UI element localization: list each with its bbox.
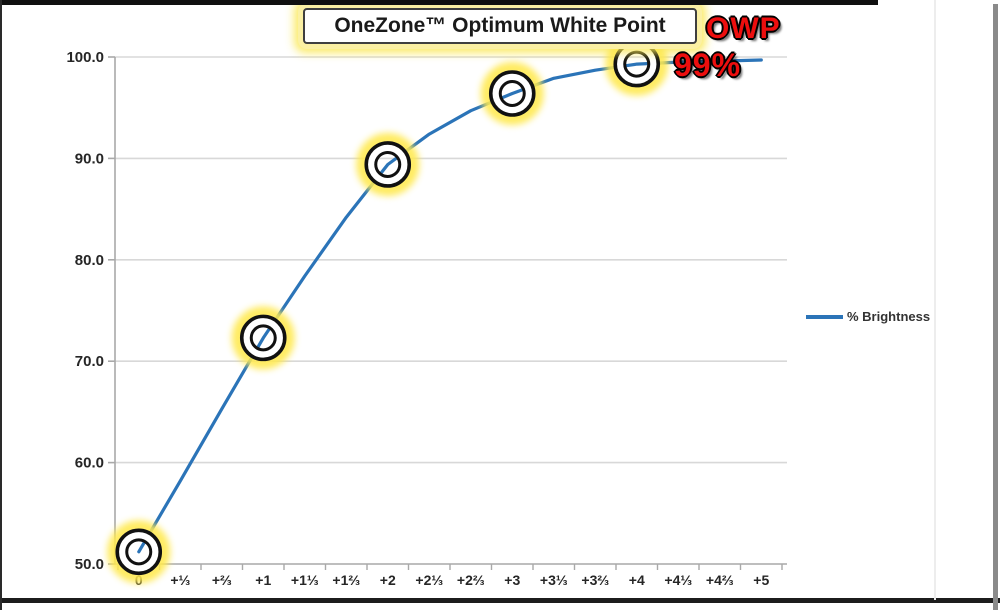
- y-tick-label: 90.0: [75, 150, 104, 167]
- y-tick-label: 100.0: [66, 49, 104, 66]
- highlight-inner-ring: [623, 50, 651, 78]
- x-tick-label: +1: [255, 572, 271, 588]
- highlight-white-band: [491, 72, 534, 115]
- owp-callout-value: 99%: [674, 47, 742, 83]
- x-tick-label: +⅓: [170, 572, 190, 588]
- highlight-white-band: [366, 143, 409, 186]
- x-tick-label: +3⅔: [581, 572, 609, 588]
- legend-label: % Brightness: [847, 309, 931, 324]
- highlight-inner-ring: [249, 324, 277, 352]
- highlight-inner-ring: [498, 80, 526, 108]
- x-tick-label: +5: [753, 572, 769, 588]
- x-tick-label: +4⅓: [664, 572, 692, 588]
- highlight-glow: [356, 132, 420, 196]
- x-tick-label: +3: [504, 572, 520, 588]
- highlight-white-band: [117, 530, 160, 573]
- x-tick-label: +2: [380, 572, 396, 588]
- highlight-outer-ring: [239, 314, 287, 362]
- highlight-glow: [480, 62, 544, 126]
- x-tick-label: +3⅓: [540, 572, 568, 588]
- highlight-outer-ring: [115, 528, 163, 576]
- legend: % Brightness: [806, 309, 930, 324]
- highlight-glow: [107, 520, 171, 584]
- highlight-white-band: [615, 43, 658, 86]
- highlight-inner-ring: [374, 150, 402, 178]
- y-tick-label: 50.0: [75, 556, 104, 573]
- chart-title-box: OneZone™ Optimum White Point: [303, 8, 697, 44]
- x-tick-label: +4⅔: [706, 572, 734, 588]
- owp-callout-label: OWP: [706, 12, 781, 45]
- highlight-outer-ring: [364, 141, 412, 188]
- highlight-inner-ring: [125, 538, 153, 566]
- y-tick-label: 80.0: [75, 252, 104, 269]
- x-tick-label: +⅔: [212, 572, 232, 588]
- y-tick-label: 60.0: [75, 455, 104, 472]
- y-tick-label: 70.0: [75, 353, 104, 370]
- x-tick-label: +4: [629, 572, 645, 588]
- x-tick-label: +2⅓: [415, 572, 443, 588]
- x-tick-label: +1⅔: [332, 572, 360, 588]
- highlight-white-band: [242, 316, 285, 359]
- x-tick-label: +1⅓: [291, 572, 319, 588]
- highlight-outer-ring: [488, 70, 536, 117]
- x-tick-label: +2⅔: [457, 572, 485, 588]
- chart-title: OneZone™ Optimum White Point: [334, 14, 666, 37]
- highlight-glow: [231, 306, 295, 370]
- legend-line-swatch: [806, 314, 843, 319]
- series-line-brightness: [137, 58, 763, 554]
